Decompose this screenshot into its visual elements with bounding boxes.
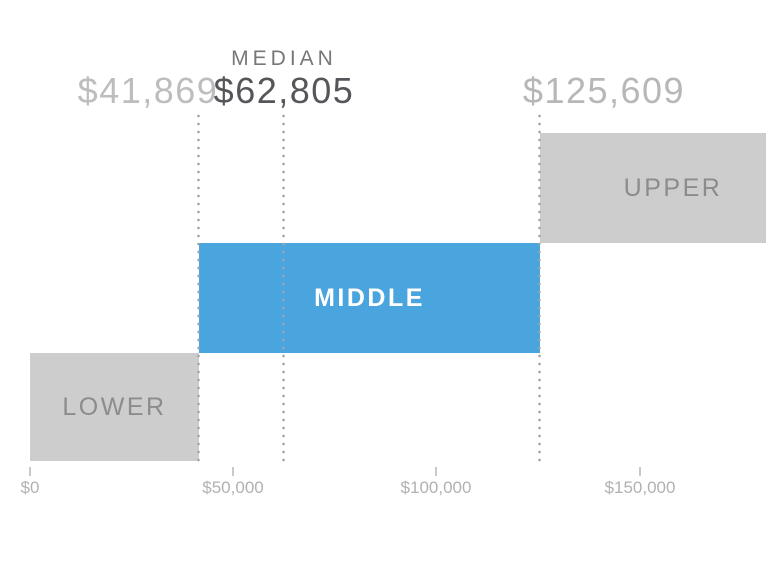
x-axis-tick-50000	[232, 467, 234, 476]
upper-class-bar-label: UPPER	[623, 173, 723, 202]
median-value: $62,805	[213, 70, 355, 111]
x-axis-tick-100000	[435, 467, 437, 476]
upper-class-bar: UPPER	[540, 133, 766, 243]
x-axis-label-0: $0	[20, 478, 40, 497]
x-axis-label-150000: $150,000	[604, 478, 676, 497]
upper-threshold-value: $125,609	[522, 70, 686, 111]
lower-class-bar-label: LOWER	[62, 392, 167, 421]
middle-class-bar-label: MIDDLE	[314, 283, 425, 312]
x-axis-label-100000: $100,000	[400, 478, 472, 497]
median-dotted-line	[282, 112, 285, 466]
x-axis-tick-0	[29, 467, 31, 476]
x-axis-label-50000: $50,000	[202, 478, 264, 497]
lower-class-bar: LOWER	[30, 353, 199, 461]
lower-threshold-value: $41,869	[77, 70, 219, 111]
upper-threshold-dotted-line	[538, 112, 541, 466]
x-axis-tick-150000	[639, 467, 641, 476]
lower-threshold-dotted-line	[197, 112, 200, 466]
middle-class-bar: MIDDLE	[199, 243, 540, 353]
median-label: MEDIAN	[231, 47, 337, 70]
